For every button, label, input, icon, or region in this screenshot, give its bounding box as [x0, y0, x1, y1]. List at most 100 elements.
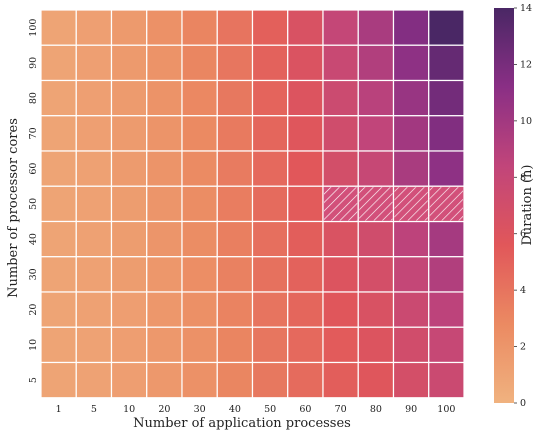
- y-tick-labels: 100 90 80 70 60 50 40 30 20 10 5: [28, 19, 39, 384]
- x-tick-label: 1: [56, 404, 62, 415]
- heatmap-cell: [110, 185, 148, 223]
- heatmap-cell: [287, 220, 324, 258]
- heatmap-cell: [357, 291, 395, 328]
- y-tick-label: 20: [28, 304, 39, 316]
- heatmap-cell: [251, 150, 289, 187]
- x-tick-label: 80: [370, 404, 382, 415]
- heatmap-cell: [428, 220, 465, 258]
- heatmap-cell: [428, 326, 465, 364]
- colorbar-tick-label: 2: [520, 342, 526, 353]
- heatmap-cell: [251, 9, 289, 46]
- heatmap-cell: [75, 9, 113, 46]
- heatmap-cell: [428, 150, 465, 187]
- colorbar-tick-label: 4: [520, 285, 526, 296]
- heatmap-cell: [75, 44, 113, 82]
- heatmap-cell: [287, 291, 324, 328]
- y-tick-label: 5: [28, 377, 39, 383]
- colorbar: [494, 8, 514, 403]
- heatmap-cell: [146, 9, 183, 46]
- x-tick-label: 40: [229, 404, 241, 415]
- heatmap-cell: [287, 44, 324, 82]
- heatmap-cell: [110, 79, 148, 117]
- heatmap-cell: [216, 326, 254, 364]
- heatmap-cell: [75, 326, 113, 364]
- heatmap-cell: [40, 9, 77, 46]
- heatmap-cell: [181, 44, 218, 82]
- heatmap-cell: [110, 115, 148, 152]
- heatmap-cell: [146, 326, 183, 364]
- heatmap-cell: [216, 150, 254, 187]
- heatmap-cell: [181, 220, 218, 258]
- heatmap-cell: [216, 44, 254, 82]
- heatmap-cell: [146, 150, 183, 187]
- heatmap-cell: [216, 361, 254, 399]
- heatmap-cell: [322, 115, 359, 152]
- heatmap-cell: [75, 220, 113, 258]
- heatmap-cell: [392, 79, 430, 117]
- heatmap-cell: [146, 185, 183, 223]
- y-tick-label: 10: [28, 339, 39, 351]
- heatmap-cell: [40, 361, 77, 399]
- heatmap-cell: [357, 326, 395, 364]
- heatmap-cell: [40, 256, 77, 293]
- heatmap-cell: [40, 220, 77, 258]
- heatmap-cell: [392, 291, 430, 328]
- heatmap-cell: [216, 256, 254, 293]
- heatmap-cell: [322, 79, 359, 117]
- heatmap-cell: [40, 44, 77, 82]
- heatmap-cell: [181, 79, 218, 117]
- heatmap-cell: [110, 291, 148, 328]
- heatmap-cell: [75, 256, 113, 293]
- heatmap-cell: [75, 361, 113, 399]
- heatmap-cell: [287, 79, 324, 117]
- heatmap-cell: [251, 361, 289, 399]
- colorbar-tick-label: 0: [520, 398, 526, 409]
- heatmap-cell: [216, 79, 254, 117]
- heatmap-cell: [392, 9, 430, 46]
- heatmap-cell: [40, 291, 77, 328]
- heatmap-cell: [75, 79, 113, 117]
- x-tick-label: 50: [264, 404, 276, 415]
- heatmap-cell: [75, 291, 113, 328]
- heatmap-cell: [428, 44, 465, 82]
- heatmap-cell: [75, 185, 113, 223]
- heatmap-cell: [251, 220, 289, 258]
- x-tick-label: 20: [158, 404, 170, 415]
- heatmap-cell: [40, 185, 77, 223]
- colorbar-label: Duration (h): [520, 165, 535, 246]
- heatmap-cell: [251, 185, 289, 223]
- heatmap-cell: [110, 150, 148, 187]
- y-tick-label: 100: [28, 19, 39, 37]
- heatmap-cell: [392, 361, 430, 399]
- colorbar-tick-label: 6: [520, 229, 526, 240]
- heatmap-cell: [181, 256, 218, 293]
- heatmap-cell: [251, 326, 289, 364]
- y-tick-label: 90: [28, 57, 39, 69]
- x-tick-label: 5: [91, 404, 97, 415]
- x-tick-label: 30: [194, 404, 206, 415]
- x-axis-label: Number of application processes: [133, 416, 351, 431]
- y-tick-label: 70: [28, 127, 39, 139]
- heatmap-cell: [392, 115, 430, 152]
- heatmap-cell: [216, 291, 254, 328]
- heatmap-cell: [251, 44, 289, 82]
- heatmap-cell: [181, 361, 218, 399]
- heatmap-cell: [428, 361, 465, 399]
- heatmap-cell: [40, 115, 77, 152]
- heatmap-cell: [110, 220, 148, 258]
- heatmap-cell: [216, 185, 254, 223]
- heatmap-cell: [110, 361, 148, 399]
- heatmap-cell: [287, 256, 324, 293]
- colorbar-tick-label: 8: [520, 172, 526, 183]
- heatmap-cell: [357, 361, 395, 399]
- heatmap-cell: [251, 256, 289, 293]
- x-tick-label: 100: [437, 404, 455, 415]
- heatmap-cell: [322, 291, 359, 328]
- heatmap-cell: [357, 44, 395, 82]
- heatmap-cell: [216, 9, 254, 46]
- heatmap-cell: [357, 220, 395, 258]
- y-tick-label: 50: [28, 198, 39, 210]
- heatmap-cell: [357, 256, 395, 293]
- x-tick-label: 60: [299, 404, 311, 415]
- heatmap-cell: [251, 115, 289, 152]
